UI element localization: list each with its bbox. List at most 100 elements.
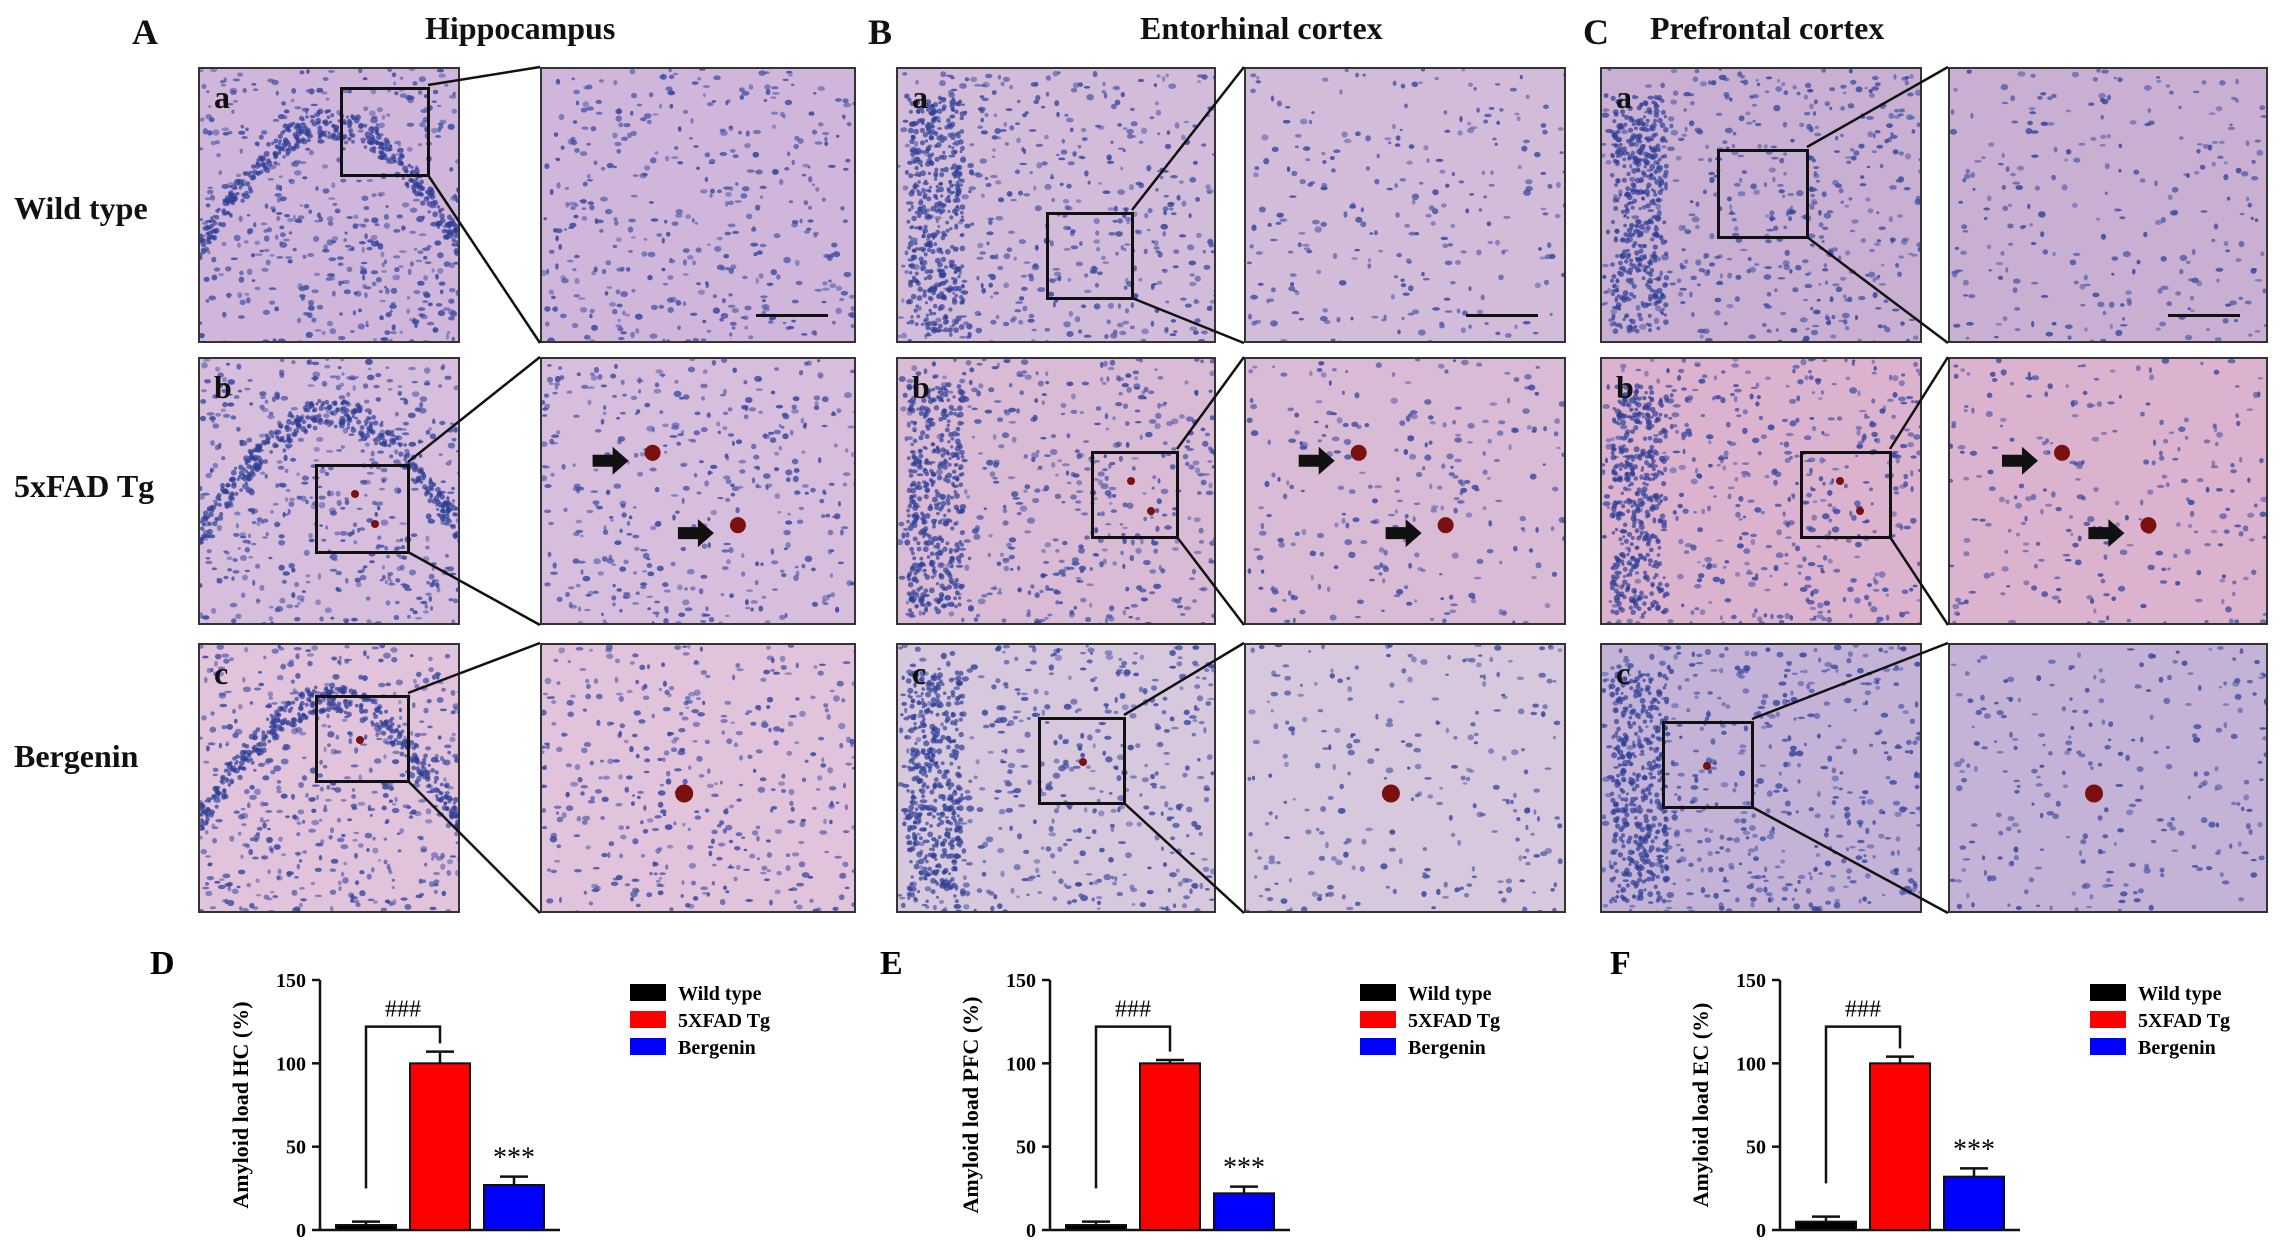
legend-label: 5XFAD Tg	[2138, 1010, 2230, 1032]
scale-bar	[2168, 314, 2240, 317]
y-axis-label: Amyloid load EC (%)	[1688, 1003, 1713, 1208]
legend-swatch	[2090, 1038, 2126, 1055]
legend-swatch	[1360, 1038, 1396, 1055]
legend-swatch	[630, 1011, 666, 1028]
micrograph-overview-a-a: a	[198, 67, 460, 343]
legend-swatch	[1360, 984, 1396, 1001]
y-tick-label: 0	[296, 1220, 306, 1240]
significance-label-star: ***	[1223, 1153, 1265, 1184]
legend-swatch	[2090, 984, 2126, 1001]
bar-1	[1796, 1222, 1856, 1230]
panel-letter-b: B	[868, 14, 892, 50]
panel-letter-e: E	[880, 945, 903, 982]
sub-panel-letter: a	[214, 81, 230, 113]
legend-label: 5XFAD Tg	[678, 1010, 770, 1032]
y-tick-label: 150	[276, 970, 306, 992]
legend-label: Wild type	[1408, 983, 1492, 1005]
bar-2	[410, 1063, 470, 1230]
chart-e: E Amyloid load PFC (%) 0 50 100 150 ### *** Wild…	[850, 940, 1550, 1240]
legend-swatch	[630, 984, 666, 1001]
roi-box	[315, 464, 410, 554]
bar-3	[1944, 1177, 2004, 1230]
y-tick-label: 100	[1006, 1053, 1036, 1075]
y-tick-label: 50	[1746, 1137, 1766, 1159]
legend-swatch	[2090, 1011, 2126, 1028]
significance-label-star: ***	[493, 1143, 535, 1174]
panel-letter-a: A	[132, 14, 158, 50]
micrograph-zoom-b-b	[1244, 357, 1566, 625]
bar-1	[336, 1225, 396, 1230]
roi-box	[1800, 451, 1892, 539]
micrograph-zoom-c-b	[1948, 357, 2268, 625]
micrograph-zoom-a-a	[540, 67, 856, 343]
scale-bar	[1466, 314, 1538, 317]
micrograph-zoom-a-b	[540, 357, 856, 625]
panel-letter-d: D	[150, 945, 175, 982]
y-tick-label: 100	[1736, 1053, 1766, 1075]
micrograph-overview-b-a: a	[896, 67, 1216, 343]
sub-panel-letter: a	[1616, 81, 1632, 113]
panel-letter-f: F	[1610, 945, 1631, 982]
legend-label: Bergenin	[2138, 1037, 2216, 1059]
micrograph-overview-c-c: c	[1600, 643, 1922, 913]
micrograph-overview-c-a: a	[1600, 67, 1922, 343]
legend-label: Bergenin	[1408, 1037, 1486, 1059]
sub-panel-letter: b	[912, 371, 930, 403]
y-tick-label: 0	[1026, 1220, 1036, 1240]
significance-label-hash: ###	[1115, 997, 1151, 1023]
legend-swatch	[1360, 1011, 1396, 1028]
bar-3	[1214, 1193, 1274, 1230]
micrograph-overview-c-b: b	[1600, 357, 1922, 625]
y-axis-label: Amyloid load HC (%)	[228, 1001, 253, 1208]
roi-box	[1091, 451, 1179, 539]
sub-panel-letter: b	[214, 371, 232, 403]
micrograph-zoom-a-c	[540, 643, 856, 913]
micrograph-overview-b-b: b	[896, 357, 1216, 625]
significance-label-hash: ###	[385, 997, 421, 1023]
micrograph-zoom-b-a	[1244, 67, 1566, 343]
bar-2	[1870, 1063, 1930, 1230]
title-entorhinal-cortex: Entorhinal cortex	[1140, 12, 1383, 44]
y-tick-label: 0	[1756, 1220, 1766, 1240]
sub-panel-letter: c	[214, 657, 228, 689]
panel-letter-c: C	[1583, 14, 1609, 50]
roi-box	[1046, 212, 1134, 300]
sub-panel-letter: c	[1616, 657, 1630, 689]
scale-bar	[756, 314, 828, 317]
chart-e-svg: E Amyloid load PFC (%) 0 50 100 150 ### *** Wild…	[850, 940, 1550, 1240]
roi-box	[315, 695, 410, 783]
y-tick-label: 150	[1006, 970, 1036, 992]
y-tick-label: 50	[286, 1137, 306, 1159]
roi-box	[340, 87, 430, 177]
sub-panel-letter: a	[912, 81, 928, 113]
legend-swatch	[630, 1038, 666, 1055]
title-hippocampus: Hippocampus	[425, 12, 615, 44]
sub-panel-letter: b	[1616, 371, 1634, 403]
significance-label-hash: ###	[1845, 997, 1881, 1023]
micrograph-overview-a-b: b	[198, 357, 460, 625]
micrograph-overview-b-c: c	[896, 643, 1216, 913]
micrograph-zoom-c-a	[1948, 67, 2268, 343]
legend-label: 5XFAD Tg	[1408, 1010, 1500, 1032]
bar-3	[484, 1185, 544, 1230]
micrograph-overview-a-c: c	[198, 643, 460, 913]
legend-label: Bergenin	[678, 1037, 756, 1059]
bar-1	[1066, 1225, 1126, 1230]
roi-box	[1717, 149, 1809, 239]
roi-box	[1662, 721, 1754, 809]
y-tick-label: 100	[276, 1053, 306, 1075]
micrograph-zoom-c-c	[1948, 643, 2268, 913]
title-prefrontal-cortex: Prefrontal cortex	[1650, 12, 1884, 44]
row-label-5xfad-tg: 5xFAD Tg	[14, 470, 154, 502]
bar-2	[1140, 1063, 1200, 1230]
legend-label: Wild type	[2138, 983, 2222, 1005]
significance-label-star: ***	[1953, 1134, 1995, 1165]
micrograph-zoom-b-c	[1244, 643, 1566, 913]
roi-box	[1038, 717, 1126, 805]
y-axis-label: Amyloid load PFC (%)	[958, 997, 983, 1214]
y-tick-label: 50	[1016, 1137, 1036, 1159]
